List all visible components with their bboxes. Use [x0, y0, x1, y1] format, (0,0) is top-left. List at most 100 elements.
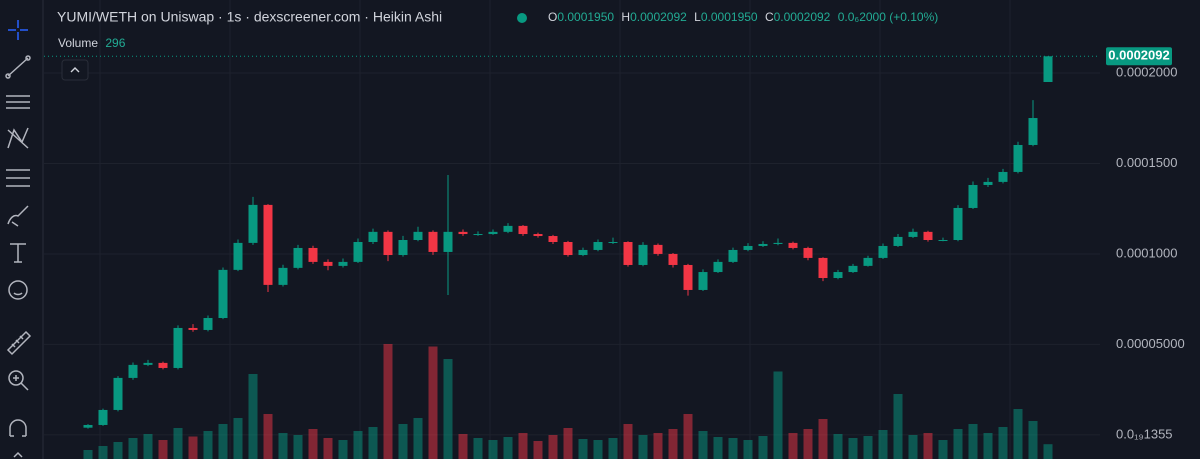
candle-body — [323, 261, 333, 266]
volume-bar — [758, 436, 768, 459]
toolbar-icons[interactable] — [5, 20, 32, 458]
collapse-button[interactable] — [61, 59, 89, 81]
candle-body — [398, 240, 408, 256]
volume-bar — [953, 429, 963, 459]
candle-body — [713, 261, 723, 273]
toolbar — [0, 0, 43, 459]
volume-bar — [848, 438, 858, 459]
volume-bar — [98, 446, 108, 459]
volume-bar — [293, 435, 303, 459]
volume-bar — [443, 359, 453, 459]
candle-body — [758, 243, 768, 246]
volume-bar — [713, 437, 723, 459]
candle-body — [593, 241, 603, 250]
candle-body — [368, 231, 378, 242]
volume-value: 296 — [105, 36, 125, 50]
volume-legend: Volume 296 — [58, 36, 126, 50]
volume-bar — [383, 344, 393, 459]
candle-body — [488, 231, 498, 235]
volume-bar — [188, 436, 198, 459]
candle-body — [113, 377, 123, 410]
volume-bar — [668, 429, 678, 459]
volume-bar — [533, 441, 543, 459]
volume-bar — [773, 371, 783, 459]
grid-verticals — [99, 0, 1011, 459]
candle-body — [818, 257, 828, 279]
volume-bar — [503, 437, 513, 459]
candle-body — [773, 242, 783, 244]
candle-body — [803, 247, 813, 258]
volume-bar — [128, 438, 138, 459]
volume-bar — [788, 433, 798, 459]
candle-body — [158, 362, 168, 368]
candle-body — [128, 364, 138, 378]
volume-bar — [623, 424, 633, 459]
candle-body — [728, 249, 738, 262]
volume-bar — [863, 436, 873, 459]
volume-bar — [368, 427, 378, 459]
legend-value: 0.0002092 — [630, 10, 687, 24]
volume-bar — [413, 418, 423, 459]
volume-bar — [218, 424, 228, 459]
y-tick-label: 0.0002000 — [1116, 64, 1177, 79]
chart-title: YUMI/WETH on Uniswap · 1s · dexscreener.… — [57, 9, 442, 25]
candle-body — [668, 253, 678, 265]
volume-bar — [923, 433, 933, 459]
candle-body — [218, 269, 228, 319]
legend-value: 0.0001950 — [701, 10, 758, 24]
volume-bar — [143, 434, 153, 459]
legend-key: H — [621, 10, 630, 24]
volume-bar — [983, 433, 993, 459]
candle-body — [953, 207, 963, 241]
volume-bar — [698, 431, 708, 459]
candle-body — [458, 231, 468, 235]
candle-body — [1013, 144, 1023, 172]
y-tick-label: 0.0₁₉1355 — [1116, 426, 1173, 441]
change-label: 0.0₆2000 (+0.10%) — [838, 10, 939, 24]
candle-body — [248, 204, 258, 243]
candle-body — [683, 264, 693, 290]
y-tick-label: 0.0001000 — [1116, 245, 1177, 260]
candle-body — [533, 234, 543, 237]
candle-body — [188, 327, 198, 330]
candle-body — [353, 241, 363, 262]
candle-body — [293, 247, 303, 268]
candle-body — [698, 272, 708, 290]
volume-bar — [593, 440, 603, 459]
candle-body — [863, 257, 873, 266]
volume-bar — [203, 431, 213, 459]
volume-bar — [908, 435, 918, 459]
volume-bar — [113, 442, 123, 459]
volume-bar — [893, 394, 903, 459]
volume-bar — [353, 431, 363, 459]
legend-value: 0.0002092 — [774, 10, 831, 24]
candle-body — [98, 409, 108, 425]
volume-bar — [338, 440, 348, 459]
candle-body — [413, 231, 423, 241]
candle-body — [173, 327, 183, 368]
volume-bar — [683, 414, 693, 459]
volume-bar — [938, 440, 948, 459]
volume-title: Volume — [58, 36, 98, 50]
volume-bar — [833, 434, 843, 459]
candle-body — [908, 231, 918, 237]
candle-body — [743, 245, 753, 250]
candle-body — [203, 318, 213, 330]
y-tick-label: 0.0001500 — [1116, 155, 1177, 170]
candle-body — [503, 225, 513, 232]
candle-body — [923, 231, 933, 241]
status-dot — [517, 13, 527, 23]
volume-bar — [173, 428, 183, 459]
volume-bar — [488, 440, 498, 459]
volume-bar — [323, 438, 333, 459]
volume-bar — [803, 429, 813, 459]
candle-body — [473, 234, 483, 236]
volume-bar — [233, 418, 243, 459]
volume-bar — [158, 440, 168, 459]
volume-bar — [578, 439, 588, 459]
candle-body — [1043, 56, 1053, 82]
candle-body — [428, 231, 438, 252]
